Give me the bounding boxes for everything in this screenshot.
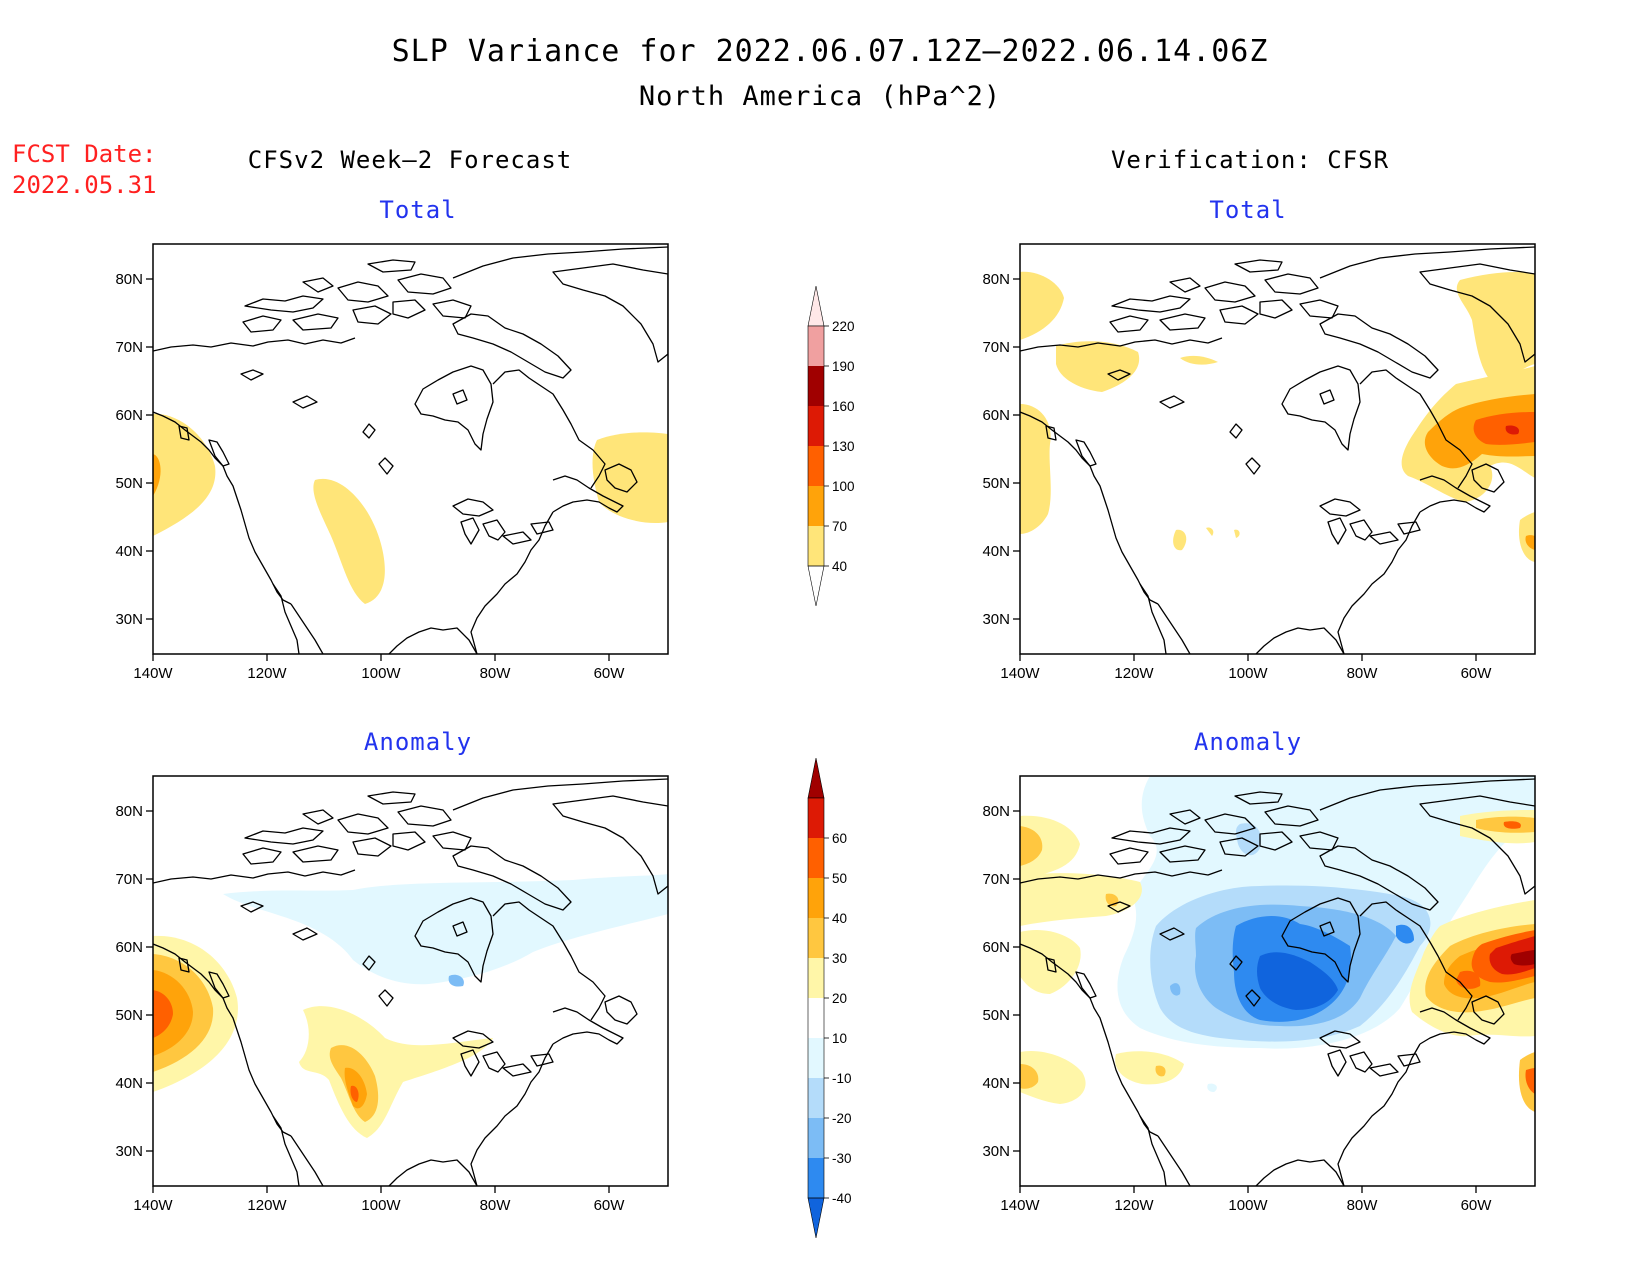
lon-tick-label: 100W bbox=[1228, 665, 1268, 682]
lon-tick-label: 80W bbox=[480, 665, 512, 682]
column-title-verification: Verification: CFSR bbox=[1111, 146, 1389, 174]
colorbar-swatch bbox=[808, 798, 824, 838]
lon-tick-label: 140W bbox=[1000, 1197, 1040, 1214]
colorbar-total: 40 70 100 130 160 190 220 bbox=[807, 285, 855, 607]
lat-tick-label: 70N bbox=[115, 871, 143, 888]
panel-title-forecast-anomaly: Anomaly bbox=[364, 728, 472, 756]
colorbar-anomaly: -40 -30 -20 -10 10 20 30 40 50 60 bbox=[807, 757, 852, 1239]
axes: 140W 120W 100W 80W 60W 80N 70N 60N 50N 40N 30N 140W… bbox=[115, 271, 1492, 1214]
lon-tick-label: 60W bbox=[1461, 665, 1493, 682]
lat-tick-label: 50N bbox=[115, 475, 143, 492]
lat-tick-label: 60N bbox=[982, 407, 1010, 424]
colorbar-swatch bbox=[808, 486, 824, 526]
colorbar-swatch bbox=[808, 878, 824, 918]
panel-title-forecast-total: Total bbox=[379, 196, 456, 224]
colorbar-swatch bbox=[808, 958, 824, 998]
colorbar-label: 70 bbox=[832, 519, 847, 534]
colorbar-label: 160 bbox=[832, 399, 855, 414]
lat-tick-label: 50N bbox=[982, 1007, 1010, 1024]
colorbar-label: 30 bbox=[832, 951, 847, 966]
lat-tick-label: 30N bbox=[982, 611, 1010, 628]
colorbar-label: 100 bbox=[832, 479, 855, 494]
colorbar-label: 40 bbox=[832, 911, 847, 926]
lat-tick-label: 30N bbox=[115, 1143, 143, 1160]
colorbar-label: -30 bbox=[832, 1151, 852, 1166]
lat-tick-label: 70N bbox=[115, 339, 143, 356]
colorbar-swatch bbox=[808, 998, 824, 1038]
panel-title-verification-total: Total bbox=[1209, 196, 1286, 224]
colorbar-label: 190 bbox=[832, 359, 855, 374]
map-panel-verification-total bbox=[1019, 243, 1536, 655]
lat-tick-label: 80N bbox=[982, 271, 1010, 288]
lon-tick-label: 100W bbox=[361, 1197, 401, 1214]
title-line-2: North America (hPa^2) bbox=[639, 81, 1001, 112]
lat-tick-label: 80N bbox=[115, 803, 143, 820]
lat-tick-label: 70N bbox=[982, 871, 1010, 888]
colorbar-swatch bbox=[808, 406, 824, 446]
lat-tick-label: 40N bbox=[115, 543, 143, 560]
lon-tick-label: 140W bbox=[1000, 665, 1040, 682]
lon-tick-label: 120W bbox=[247, 665, 287, 682]
lon-tick-label: 140W bbox=[133, 665, 173, 682]
colorbar-arrow-top bbox=[807, 285, 825, 327]
lat-tick-label: 50N bbox=[115, 1007, 143, 1024]
colorbar-swatch bbox=[808, 1038, 824, 1078]
title-line-1: SLP Variance for 2022.06.07.12Z–2022.06.… bbox=[392, 34, 1269, 69]
lat-tick-label: 70N bbox=[982, 339, 1010, 356]
lat-tick-label: 40N bbox=[982, 1075, 1010, 1092]
lon-tick-label: 100W bbox=[1228, 1197, 1268, 1214]
map-panel-forecast-anomaly bbox=[152, 775, 669, 1187]
colorbar-arrow-top bbox=[807, 757, 825, 799]
colorbar-label: 20 bbox=[832, 991, 847, 1006]
lon-tick-label: 80W bbox=[480, 1197, 512, 1214]
lon-tick-label: 120W bbox=[1114, 1197, 1154, 1214]
colorbar-label: 130 bbox=[832, 439, 855, 454]
map-panel-forecast-total bbox=[152, 243, 669, 655]
column-title-forecast: CFSv2 Week–2 Forecast bbox=[248, 146, 572, 174]
lon-tick-label: 140W bbox=[133, 1197, 173, 1214]
colorbar-swatch bbox=[808, 1158, 824, 1198]
lon-tick-label: 80W bbox=[1347, 1197, 1379, 1214]
lat-tick-label: 60N bbox=[982, 939, 1010, 956]
lon-tick-label: 120W bbox=[1114, 665, 1154, 682]
lat-tick-label: 80N bbox=[115, 271, 143, 288]
colorbar-swatch bbox=[808, 918, 824, 958]
colorbar-swatch bbox=[808, 838, 824, 878]
lat-tick-label: 30N bbox=[982, 1143, 1010, 1160]
colorbar-swatch bbox=[808, 446, 824, 486]
forecast-date-label: FCST Date: bbox=[12, 140, 157, 168]
colorbar-label: 50 bbox=[832, 871, 847, 886]
lat-tick-label: 40N bbox=[115, 1075, 143, 1092]
colorbar-swatch bbox=[808, 1118, 824, 1158]
colorbar-label: -10 bbox=[832, 1071, 852, 1086]
lat-tick-label: 30N bbox=[115, 611, 143, 628]
colorbar-swatch bbox=[808, 366, 824, 406]
colorbar-swatch bbox=[808, 326, 824, 366]
lon-tick-label: 60W bbox=[594, 665, 626, 682]
colorbar-label: -20 bbox=[832, 1111, 852, 1126]
colorbar-label: 220 bbox=[832, 319, 855, 334]
lat-tick-label: 60N bbox=[115, 939, 143, 956]
colorbar-label: -40 bbox=[832, 1191, 852, 1206]
map-panel-verification-anomaly bbox=[1019, 775, 1536, 1187]
lon-tick-label: 60W bbox=[1461, 1197, 1493, 1214]
colorbar-label: 10 bbox=[832, 1031, 847, 1046]
lat-tick-label: 80N bbox=[982, 803, 1010, 820]
colorbar-swatch bbox=[808, 1078, 824, 1118]
lon-tick-label: 120W bbox=[247, 1197, 287, 1214]
lon-tick-label: 60W bbox=[594, 1197, 626, 1214]
panel-title-verification-anomaly: Anomaly bbox=[1194, 728, 1302, 756]
forecast-date-value: 2022.05.31 bbox=[12, 171, 157, 199]
lon-tick-label: 100W bbox=[361, 665, 401, 682]
colorbar-label: 40 bbox=[832, 559, 847, 574]
colorbar-arrow-bottom bbox=[807, 565, 825, 607]
colorbar-label: 60 bbox=[832, 831, 847, 846]
lon-tick-label: 80W bbox=[1347, 665, 1379, 682]
colorbar-swatch bbox=[808, 526, 824, 566]
colorbar-arrow-bottom bbox=[807, 1197, 825, 1239]
lat-tick-label: 40N bbox=[982, 543, 1010, 560]
lat-tick-label: 60N bbox=[115, 407, 143, 424]
lat-tick-label: 50N bbox=[982, 475, 1010, 492]
